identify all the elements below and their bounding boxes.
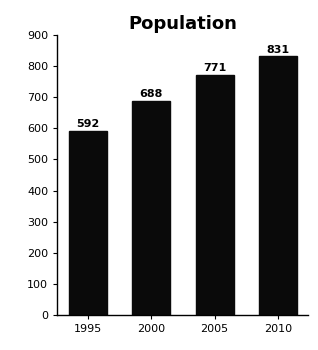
Bar <box>132 101 170 315</box>
Text: 831: 831 <box>266 44 290 55</box>
Bar <box>69 131 107 315</box>
Text: 771: 771 <box>203 63 226 73</box>
Title: Population: Population <box>128 15 237 34</box>
Bar <box>259 56 297 315</box>
Bar <box>196 75 234 315</box>
Text: 688: 688 <box>139 89 163 99</box>
Text: 592: 592 <box>76 119 99 129</box>
